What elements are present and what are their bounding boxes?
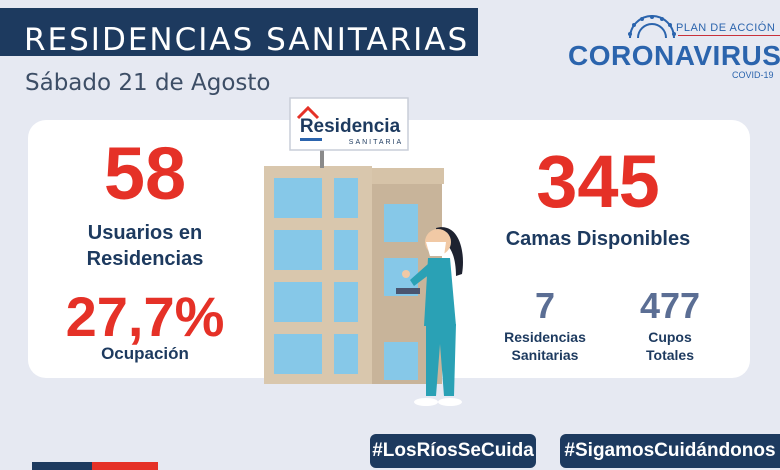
cupos-value: 477 [639, 285, 701, 326]
residencias-label-line2: Sanitarias [511, 347, 579, 363]
plan-coronavirus-logo: PLAN DE ACCIÓN CORONAVIRUS COVID-19 [560, 12, 780, 82]
usuarios-label-line1: Usuarios en [87, 222, 203, 244]
plan-de-accion-label: PLAN DE ACCIÓN [676, 22, 776, 34]
sign-post [320, 148, 324, 168]
sun-arc-icon [628, 15, 676, 39]
cupos-label: Cupos Totales [610, 328, 730, 364]
flag-strip [32, 462, 158, 470]
date-label: Sábado 21 de Agosto [25, 70, 271, 96]
usuarios-value: 58 [103, 132, 187, 215]
building-roof-ledge [368, 168, 444, 184]
nurse-figure [396, 227, 463, 406]
ocupacion-value: 27,7% [65, 285, 225, 348]
usuarios-label: Usuarios en Residencias [60, 220, 230, 272]
cupos-label-line1: Cupos [648, 329, 692, 345]
logo-divider [678, 35, 780, 36]
ocupacion-label: Ocupación [101, 344, 189, 363]
sign-subtitle: SANITARIA [349, 139, 403, 146]
sign-name: Residencia [300, 116, 401, 137]
camas-value: 345 [536, 140, 660, 223]
building-windows [274, 178, 418, 380]
residencias-label-line1: Residencias [504, 329, 586, 345]
coronavirus-wordmark: CORONAVIRUS [568, 40, 780, 71]
sign-board [289, 97, 409, 151]
residencias-value: 7 [534, 285, 556, 326]
hashtag-sigamos: #SigamosCuidándonos [560, 434, 780, 468]
residence-building-illustration: Residencia SANITARIA [264, 97, 463, 406]
flag-blue [32, 462, 92, 470]
camas-label: Camas Disponibles [505, 228, 691, 250]
flag-red [92, 462, 158, 470]
cupos-label-line2: Totales [646, 347, 694, 363]
sign-accent [300, 138, 322, 141]
house-roof-icon [296, 105, 320, 120]
covid-label: COVID-19 [732, 70, 774, 80]
residencias-label: Residencias Sanitarias [490, 328, 600, 364]
page-title: RESIDENCIAS SANITARIAS [24, 22, 470, 58]
usuarios-label-line2: Residencias [86, 248, 204, 270]
title-banner: RESIDENCIAS SANITARIAS [0, 8, 478, 58]
hashtag-los-rios: #LosRíosSeCuida [370, 434, 536, 468]
